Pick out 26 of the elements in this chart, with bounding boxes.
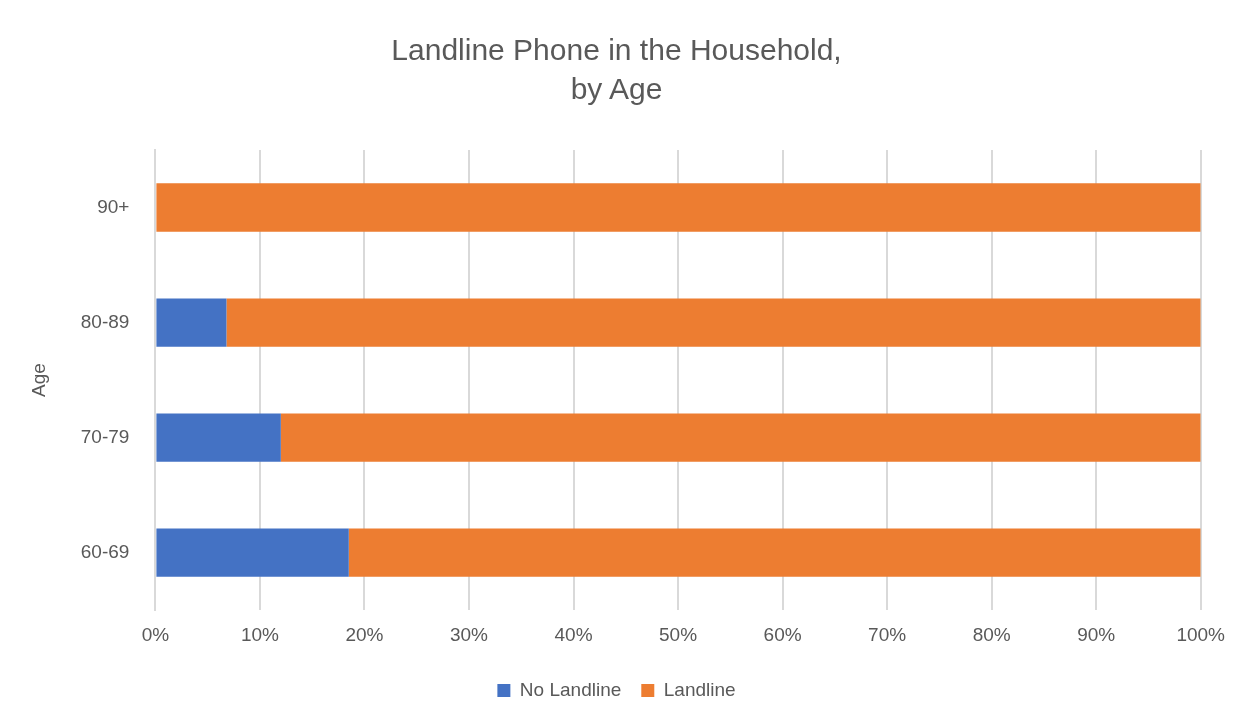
y-tick-label: 60-69 <box>80 540 130 562</box>
x-tick-label: 80% <box>972 623 1011 645</box>
x-tick-label: 70% <box>868 623 907 645</box>
y-tick-label: 70-79 <box>80 425 130 447</box>
x-tick-label: 90% <box>1077 623 1116 645</box>
bar <box>156 413 281 462</box>
legend-label: Landline <box>663 678 736 700</box>
bar <box>348 528 1201 577</box>
x-tick-label: 60% <box>763 623 802 645</box>
x-tick-label: 50% <box>659 623 698 645</box>
bar <box>226 298 1201 347</box>
x-tick-label: 10% <box>240 623 280 645</box>
chart-title: Landline Phone in the Household, by Age <box>391 32 842 105</box>
y-axis-title: Age <box>27 363 49 398</box>
legend-label: No Landline <box>519 678 622 700</box>
x-tick-label: 20% <box>345 623 384 645</box>
x-tick-label: 40% <box>554 623 593 645</box>
x-tick-label: 100% <box>1176 623 1226 645</box>
x-tick-label: 0% <box>141 623 170 645</box>
bar <box>156 528 349 577</box>
x-tick-label: 30% <box>449 623 489 645</box>
bar <box>156 183 1201 232</box>
bar <box>280 413 1201 462</box>
y-tick-label: 80-89 <box>80 310 130 332</box>
y-tick-label: 90+ <box>97 195 130 217</box>
bar <box>156 298 227 347</box>
